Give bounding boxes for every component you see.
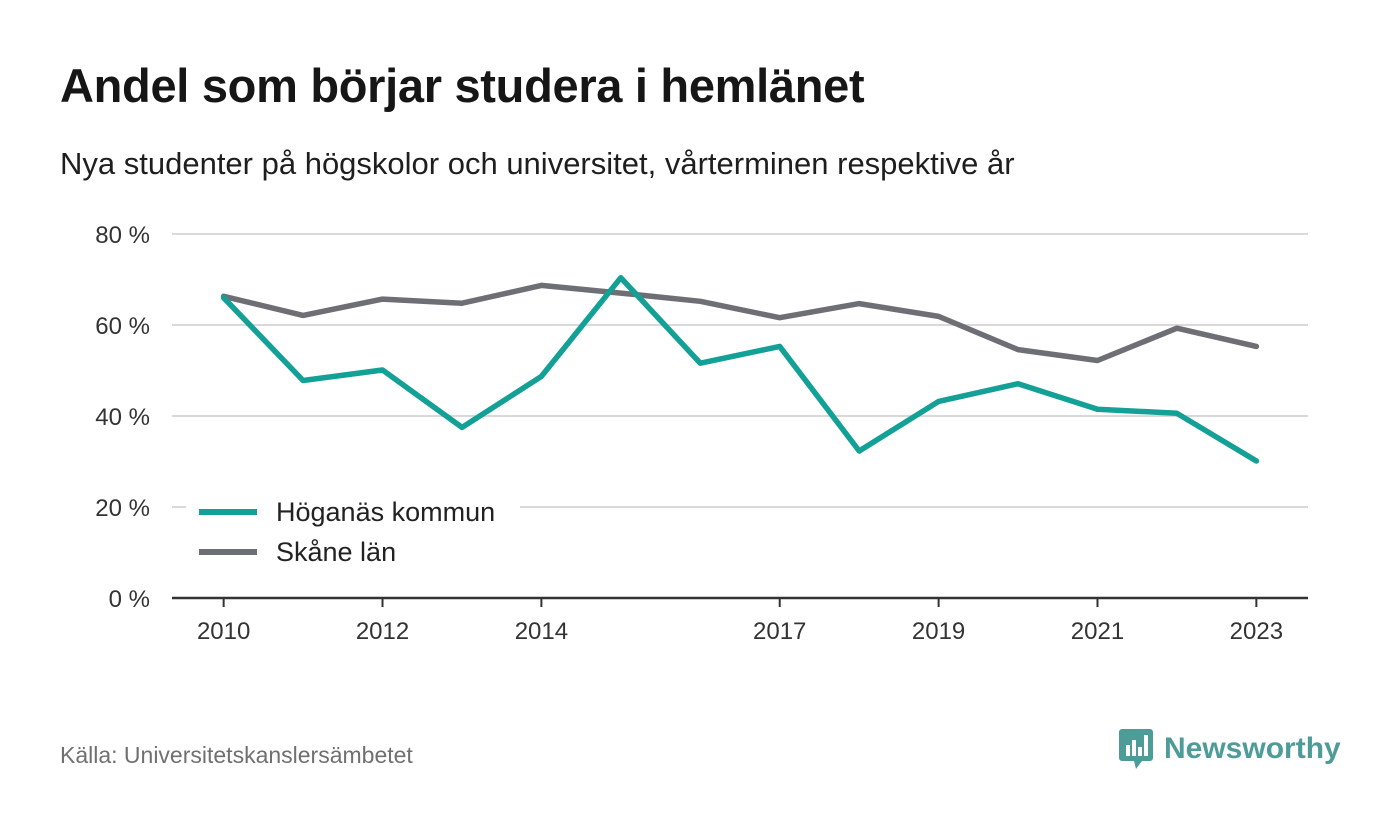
y-tick-label-0: 0 % [109, 586, 150, 613]
page-subtitle: Nya studenter på högskolor och universit… [60, 146, 1015, 181]
x-tick-label-2014: 2014 [515, 618, 568, 645]
x-tick-label-2023: 2023 [1230, 618, 1283, 645]
line-chart: 0 % 20 % 40 % 60 % 80 % 2010 2012 2014 2017 2019… [95, 222, 1308, 645]
source-note: Källa: Universitetskanslersämbetet [60, 742, 413, 768]
series-lines [220, 274, 1260, 464]
legend-background [186, 486, 520, 578]
brand-logo[interactable]: Newsworthy [1118, 727, 1341, 771]
x-tick-label-2010: 2010 [197, 618, 250, 645]
x-tick-label-2017: 2017 [753, 618, 806, 645]
y-tick-label-20: 20 % [95, 495, 150, 522]
x-axis-tick-labels: 2010 2012 2014 2017 2019 2021 2023 [197, 598, 1283, 645]
legend-label-0: Höganäs kommun [276, 497, 495, 527]
y-axis-tick-labels: 0 % 20 % 40 % 60 % 80 % [95, 222, 150, 613]
page-title: Andel som börjar studera i hemlänet [60, 59, 865, 112]
brand-name: Newsworthy [1164, 732, 1341, 765]
y-tick-label-40: 40 % [95, 404, 150, 431]
x-tick-label-2012: 2012 [356, 618, 409, 645]
series-line-0 [220, 274, 1260, 464]
y-tick-label-80: 80 % [95, 222, 150, 249]
legend-label-1: Skåne län [276, 537, 396, 567]
grid-lines [172, 233, 1308, 600]
y-tick-label-60: 60 % [95, 313, 150, 340]
x-tick-label-2021: 2021 [1071, 618, 1124, 645]
legend: Höganäs kommun Skåne län [186, 486, 520, 578]
bar-chart-speech-bubble-icon [1119, 729, 1153, 769]
x-tick-label-2019: 2019 [912, 618, 965, 645]
series-line-1 [220, 282, 1260, 364]
